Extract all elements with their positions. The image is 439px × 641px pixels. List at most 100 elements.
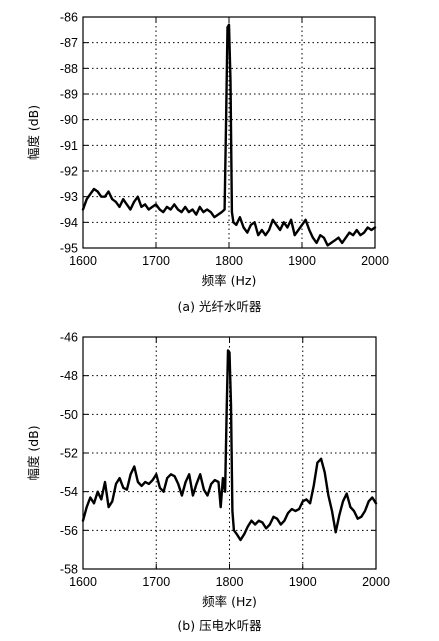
data-point [173, 475, 176, 477]
data-point [272, 516, 275, 518]
data-point [225, 413, 228, 416]
data-point [144, 481, 147, 483]
data-point [326, 244, 329, 247]
data-point [217, 213, 219, 216]
y-tick-label: -48 [60, 369, 78, 383]
data-point [345, 492, 348, 495]
x-axis-title: 频率 (Hz) [202, 273, 257, 288]
data-point [364, 510, 366, 512]
data-point [286, 226, 289, 229]
data-point [100, 498, 103, 501]
data-point [162, 490, 165, 493]
data-point [261, 229, 263, 231]
chart-b-caption: (b) 压电水听器 [177, 618, 262, 633]
data-point [304, 219, 307, 221]
data-point [82, 519, 84, 522]
data-point [323, 471, 326, 474]
data-point [294, 510, 297, 512]
data-point [111, 500, 114, 503]
data-point [166, 477, 168, 479]
y-tick-label: -86 [60, 11, 78, 25]
data-point [96, 490, 99, 493]
data-point [191, 208, 194, 211]
data-point [239, 539, 242, 541]
y-tick-label: -52 [60, 447, 78, 461]
data-point [147, 208, 150, 211]
data-point [214, 479, 216, 481]
data-point [140, 206, 143, 208]
data-point [126, 203, 128, 206]
x-tick-label: 1600 [69, 575, 97, 589]
x-tick-label: 1900 [289, 575, 317, 589]
data-point [115, 483, 117, 485]
data-point [367, 500, 370, 503]
chart-panel-a: -86 -87 -88 -89 -90 -91 -92 -93 -94 -95 1600 1700 18… [0, 0, 439, 320]
data-point [188, 473, 190, 476]
data-point [93, 188, 95, 190]
data-point [280, 523, 282, 526]
data-point [331, 510, 333, 512]
data-point [225, 118, 227, 121]
y-tick-label: -91 [60, 139, 78, 153]
data-point [133, 201, 135, 203]
data-point [93, 502, 95, 505]
data-point [308, 229, 311, 231]
data-point [250, 224, 252, 226]
data-point [337, 236, 340, 239]
data-point [133, 465, 136, 468]
data-point [224, 490, 226, 493]
y-tick-label: -89 [60, 88, 78, 102]
data-point [129, 473, 132, 476]
data-point [353, 510, 355, 512]
y-axis-title: 幅度 (dB) [26, 105, 41, 160]
x-tick-label: 1800 [216, 575, 244, 589]
data-point [235, 224, 238, 226]
data-point [302, 500, 304, 503]
data-point [210, 211, 212, 213]
data-point [233, 529, 235, 532]
data-point [258, 519, 260, 522]
data-point [239, 216, 241, 218]
data-point [345, 236, 347, 239]
data-point [338, 514, 341, 516]
data-point [166, 206, 168, 208]
data-point [334, 239, 336, 242]
data-point [265, 527, 267, 530]
data-point [231, 510, 234, 512]
data-point [229, 80, 232, 82]
data-point [206, 494, 209, 497]
data-point [217, 481, 220, 483]
data-point [195, 213, 197, 216]
data-point [177, 483, 179, 485]
data-point [104, 481, 106, 483]
data-point [144, 203, 146, 206]
data-point [107, 506, 110, 508]
data-point [243, 533, 245, 535]
data-point [279, 229, 281, 231]
data-point [181, 494, 183, 497]
data-point [122, 198, 124, 200]
data-point [140, 485, 143, 487]
data-point [203, 488, 205, 491]
data-point [316, 461, 319, 464]
data-point [370, 229, 373, 231]
data-point [375, 502, 377, 505]
data-point [349, 506, 352, 508]
data-point [202, 211, 205, 213]
data-point [82, 208, 84, 211]
data-point [374, 226, 376, 229]
data-point [283, 519, 286, 522]
data-point [96, 190, 99, 193]
data-point [291, 508, 293, 510]
data-point [180, 211, 183, 213]
data-point [327, 494, 330, 497]
data-point [184, 206, 186, 208]
y-tick-label: -50 [60, 408, 78, 422]
y-tick-label: -93 [60, 190, 78, 204]
plot-frame [82, 16, 376, 249]
data-point [223, 208, 226, 211]
data-point [118, 206, 121, 208]
data-point [360, 516, 363, 518]
